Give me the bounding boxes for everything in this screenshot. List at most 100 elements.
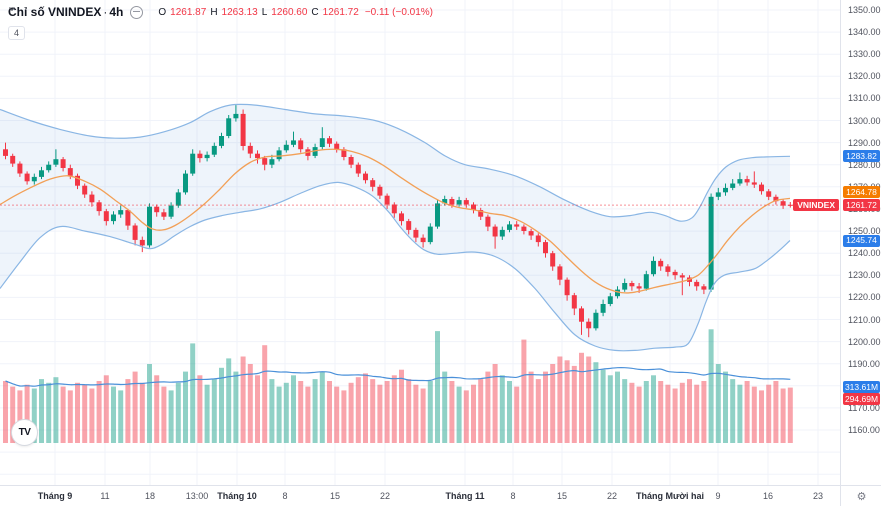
candle-body — [499, 229, 505, 237]
volume-bar — [787, 387, 793, 443]
candle-body — [125, 210, 131, 226]
volume-bar — [341, 390, 347, 443]
legend: Chỉ số VNINDEX · 4h O 1261.87 H 1263.13 L 126… — [8, 5, 433, 41]
candle-body — [219, 136, 224, 146]
volume-bar — [298, 381, 304, 443]
candle-body — [564, 279, 570, 296]
candle-body — [103, 211, 109, 222]
price-axis-tick: 1310.00 — [848, 93, 881, 104]
candle-body — [701, 286, 707, 290]
price-axis-tick: 1160.00 — [848, 425, 880, 435]
price-axis-tick: 1250.00 — [848, 226, 881, 237]
candle-body — [593, 312, 599, 329]
candle-body — [82, 185, 88, 195]
gear-icon: ⚙ — [856, 491, 867, 503]
volume-bar — [161, 386, 167, 443]
symbol-title[interactable]: Chỉ số VNINDEX · 4h — [8, 5, 123, 19]
volume-bar — [557, 356, 563, 443]
candle-body — [211, 145, 217, 155]
candle-body — [557, 266, 563, 280]
candle-body — [312, 147, 318, 156]
candle-body — [17, 163, 23, 174]
volume-bar — [118, 390, 124, 443]
time-axis-tick: 18 — [144, 491, 156, 501]
candle-body — [658, 260, 664, 267]
candle-body — [766, 191, 772, 197]
volume-bar — [442, 371, 448, 443]
volume-bar — [391, 375, 397, 443]
volume-bar — [262, 345, 268, 443]
volume-bar — [168, 390, 174, 443]
candle-body — [485, 216, 491, 227]
volume-bar — [319, 371, 325, 443]
change-value: −0.11 (−0.01%) — [364, 6, 434, 18]
tradingview-logo[interactable]: TV — [11, 419, 38, 446]
volume-bar — [175, 382, 181, 443]
price-axis[interactable]: 1350.00 1340.00 1330.00 1320.00 1310.00 1300.… — [840, 0, 881, 485]
candle-body — [139, 239, 145, 246]
volume-bar — [730, 379, 736, 443]
candle-body — [427, 226, 433, 243]
candle-body — [672, 271, 678, 276]
candle-body — [715, 192, 721, 197]
candle-body — [514, 224, 520, 227]
candle-body — [708, 196, 714, 290]
candle-body — [226, 118, 232, 136]
volume-bar — [564, 360, 570, 443]
candle-body — [643, 274, 649, 289]
volume-bar — [694, 384, 700, 443]
axis-settings-corner[interactable]: ⚙ — [840, 485, 881, 506]
volume-bar — [255, 375, 260, 443]
time-axis-tick: 9 — [715, 491, 721, 501]
volume-bar — [571, 365, 577, 443]
candle-body — [759, 184, 764, 192]
candle-body — [550, 253, 556, 267]
candle-body — [780, 201, 786, 206]
volume-bar — [492, 364, 498, 443]
legend-more-icon[interactable] — [130, 5, 144, 19]
last-price-badge: 1261.72 — [843, 199, 880, 212]
candle-body — [492, 226, 498, 237]
candle-body — [161, 212, 167, 217]
volume-bar — [139, 382, 145, 443]
volume-bar — [355, 377, 361, 443]
volume-bar — [514, 386, 520, 443]
candle-body — [46, 164, 52, 171]
candle-body — [154, 206, 160, 213]
volume-bar — [291, 375, 296, 443]
candle-body — [319, 138, 325, 147]
volume-bar — [427, 381, 433, 443]
candle-body — [67, 168, 73, 176]
volume-bar — [406, 379, 412, 443]
time-axis-tick: 11 — [100, 491, 110, 501]
indicators-collapse-button[interactable]: 4 — [8, 7, 26, 40]
candle-body — [60, 159, 66, 168]
candle-body — [276, 150, 282, 160]
volume-bar — [679, 382, 685, 443]
chart-area[interactable]: Chỉ số VNINDEX · 4h O 1261.87 H 1263.13 L 126… — [0, 0, 840, 485]
volume-bar — [96, 381, 102, 443]
candle-body — [442, 199, 448, 204]
time-axis[interactable]: Tháng 9 11 18 13:00 Tháng 10 8 15 22 Tháng 11 8 15… — [0, 485, 840, 506]
time-axis-tick: 22 — [379, 491, 391, 501]
volume-bar — [363, 373, 368, 443]
candle-body — [435, 203, 440, 227]
volume-bar — [125, 379, 131, 443]
candle-body — [355, 164, 361, 174]
volume-bar — [183, 371, 188, 443]
time-axis-tick: 8 — [510, 491, 516, 501]
volume-bar — [269, 379, 275, 443]
low-label: L — [261, 6, 268, 18]
collapsed-indicator-count: 4 — [14, 28, 20, 38]
volume-bar — [586, 356, 592, 443]
price-axis-tick: 1220.00 — [848, 292, 881, 303]
candle-body — [629, 283, 635, 287]
volume-bar — [449, 381, 455, 443]
candle-body — [233, 113, 239, 119]
volume-bar — [636, 386, 642, 443]
time-axis-tick: Tháng 9 — [37, 491, 73, 501]
time-axis-tick: 22 — [606, 491, 618, 501]
candle-body — [751, 182, 757, 185]
volume-bar — [607, 375, 613, 443]
candlestick-chart[interactable] — [0, 0, 840, 485]
